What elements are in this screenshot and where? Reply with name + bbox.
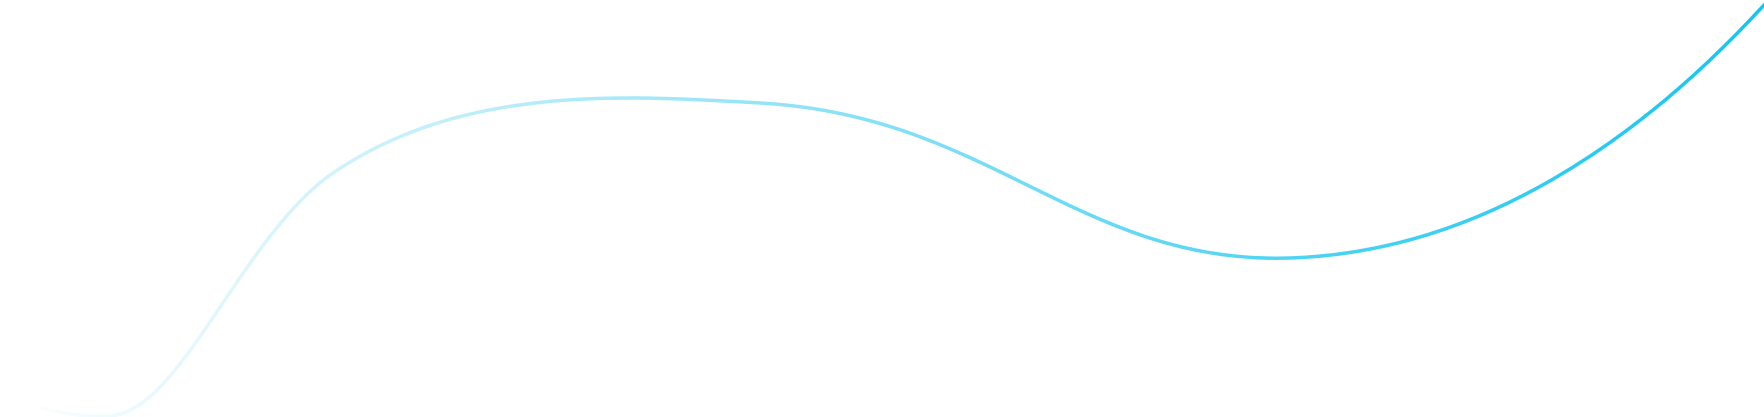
- wave-line: [38, 3, 1764, 417]
